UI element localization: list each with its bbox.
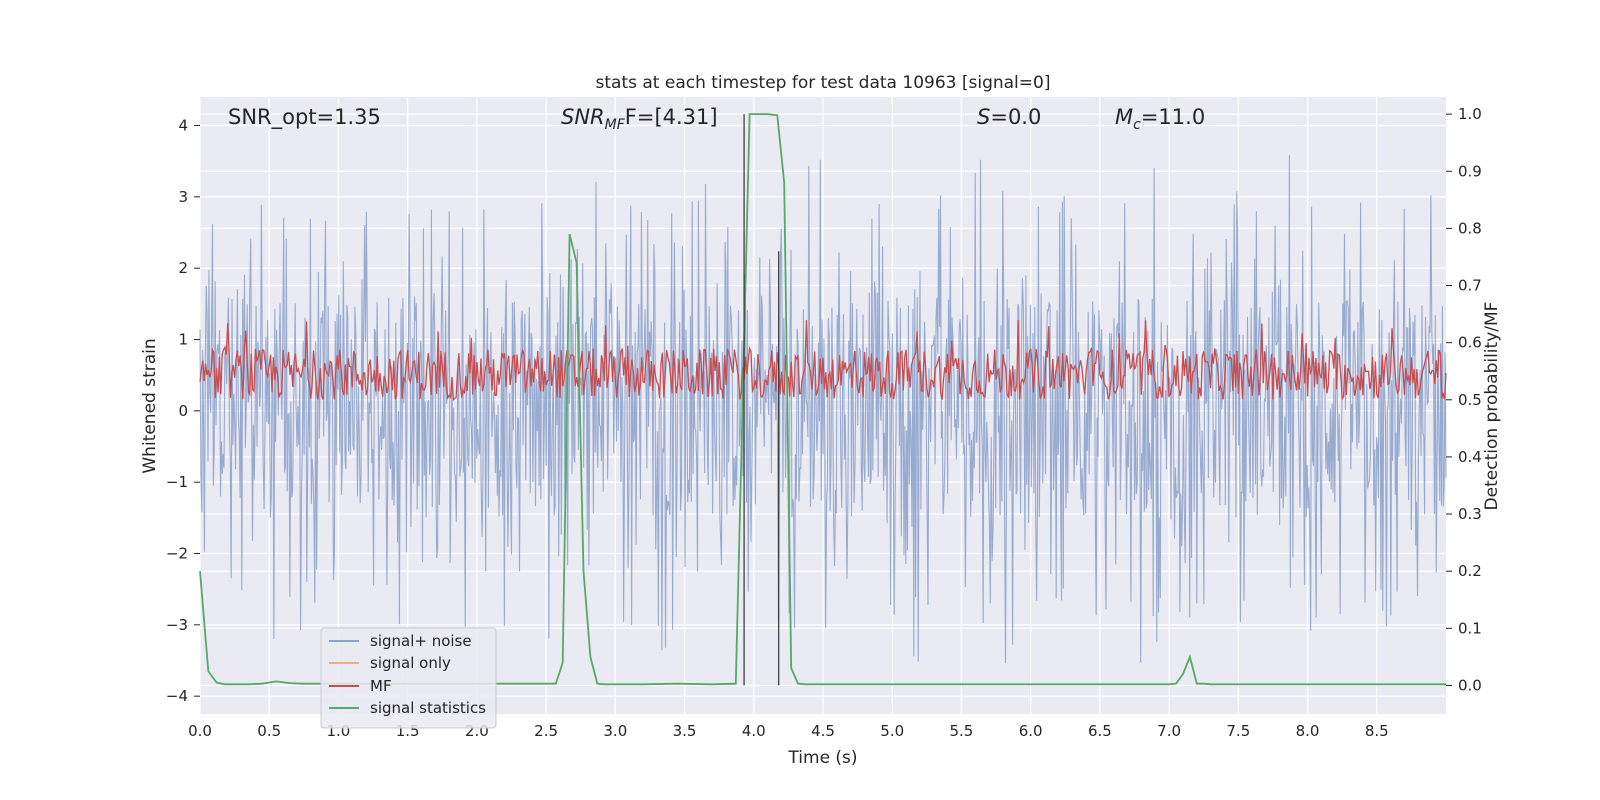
y-right-tick-label: 0.6: [1458, 334, 1482, 352]
x-tick-label: 3.5: [673, 722, 697, 740]
annotation-snr-opt: SNR_opt=1.35: [228, 105, 381, 130]
legend-label-signal-noise: signal+ noise: [370, 632, 472, 650]
y-left-tick-label: 0: [178, 402, 188, 420]
chart-title: stats at each timestep for test data 109…: [596, 73, 1051, 93]
y-right-tick-label: 0.9: [1458, 162, 1482, 180]
x-tick-label: 7.0: [1157, 722, 1181, 740]
legend-box: [320, 627, 497, 729]
y-right-tick-label: 0.2: [1458, 562, 1482, 580]
mc-sub: c: [1133, 117, 1141, 133]
x-tick-label: 6.0: [1019, 722, 1043, 740]
y-right-tick-label: 0.8: [1458, 219, 1482, 237]
snr-mf-sub: MF: [605, 117, 626, 133]
s-value: =0.0: [990, 105, 1041, 129]
y-left-tick-label: −1: [166, 473, 188, 491]
y-left-tick-label: 1: [178, 331, 188, 349]
y-left-tick-label: −3: [166, 616, 188, 634]
vertical-markers: [743, 114, 780, 686]
y-left-tick-label: 3: [178, 188, 188, 206]
y-left-tick-label: 2: [178, 259, 188, 277]
x-tick-label: 5.0: [880, 722, 904, 740]
series-mf: [199, 320, 1447, 402]
x-tick-label: 5.5: [950, 722, 974, 740]
mc-value: =11.0: [1141, 105, 1205, 129]
x-tick-label: 2.5: [534, 722, 558, 740]
annotation-mc: Mc=11.0: [1115, 105, 1205, 133]
legend-label-mf: MF: [370, 677, 392, 695]
x-tick-label: 4.0: [742, 722, 766, 740]
y-right-tick-label: 0.3: [1458, 505, 1482, 523]
legend-label-signal-statistics: signal statistics: [370, 699, 486, 717]
y-right-tick-label: 0.5: [1458, 391, 1482, 409]
y-right-tick-labels: 0.0 0.1 0.2 0.3 0.4 0.5 0.6 0.7 0.8 0.9 1.0: [1446, 105, 1482, 694]
annotation-snr-mf: SNRMFF=[4.31]: [561, 105, 718, 133]
y-left-tick-label: 4: [178, 117, 188, 135]
x-tick-label: 4.5: [811, 722, 835, 740]
x-axis-label: Time (s): [787, 748, 857, 768]
annotation-s: S=0.0: [977, 105, 1041, 129]
x-tick-labels: 0.0 0.5 1.0 1.5 2.0 2.5 3.0 3.5 4.0 4.5 5.0 5.5 6.0 6…: [188, 722, 1389, 740]
y-right-axis-label: Detection probability/MF: [1482, 302, 1502, 511]
x-tick-label: 3.0: [603, 722, 627, 740]
legend: signal+ noise signal only MF signal stat…: [320, 627, 497, 729]
y-right-tick-label: 0.1: [1458, 619, 1482, 637]
mc-main: M: [1115, 105, 1133, 129]
y-right-tick-label: 0.7: [1458, 277, 1482, 295]
x-tick-label: 6.5: [1088, 722, 1112, 740]
dense-series-group: [199, 154, 1447, 664]
x-tick-label: 8.5: [1365, 722, 1389, 740]
y-left-tick-label: −2: [166, 545, 188, 563]
x-tick-label: 0.0: [188, 722, 212, 740]
y-right-tick-label: 1.0: [1458, 105, 1482, 123]
y-left-axis-label: Whitened strain: [140, 338, 160, 473]
x-tick-label: 8.0: [1296, 722, 1320, 740]
y-left-tick-labels: −4 −3 −2 −1 0 1 2 3 4: [166, 117, 200, 705]
x-tick-label: 7.5: [1226, 722, 1250, 740]
s-label: S: [977, 105, 990, 129]
y-right-tick-label: 0.4: [1458, 448, 1482, 466]
legend-label-signal-only: signal only: [370, 654, 451, 672]
y-right-tick-label: 0.0: [1458, 676, 1482, 694]
snr-mf-main: SNR: [561, 105, 605, 129]
snr-mf-value: F=[4.31]: [625, 105, 718, 129]
y-left-tick-label: −4: [166, 687, 188, 705]
x-tick-label: 0.5: [257, 722, 281, 740]
